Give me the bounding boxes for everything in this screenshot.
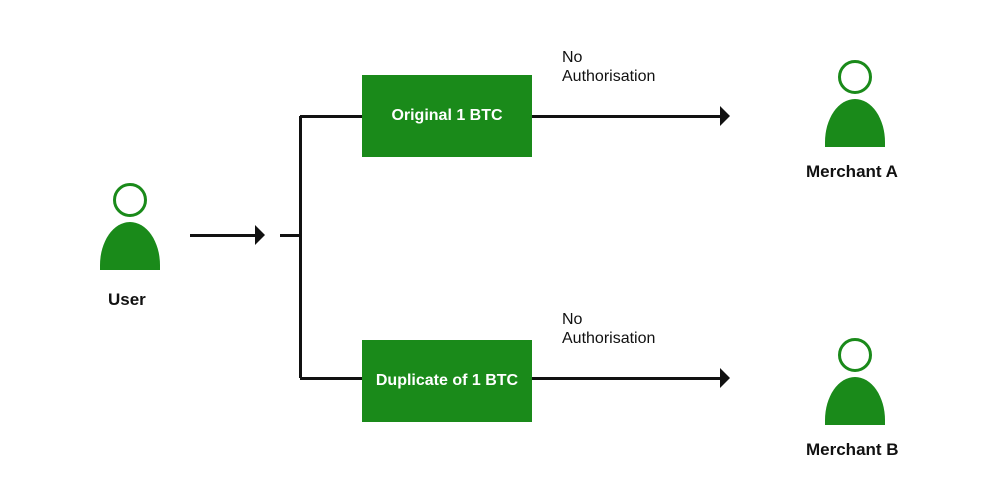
annotation-top: NoAuthorisation xyxy=(562,48,655,86)
split-bottom-arm xyxy=(300,377,362,380)
box-original-btc: Original 1 BTC xyxy=(362,75,532,157)
arrow-user-out-line xyxy=(190,234,255,237)
split-vertical xyxy=(299,116,302,378)
split-stub xyxy=(280,234,300,237)
user-head xyxy=(113,183,147,217)
merchant-b-body xyxy=(825,377,885,425)
arrow-user-out-head xyxy=(255,225,265,245)
arrow-top-head xyxy=(720,106,730,126)
merchant-a-head xyxy=(838,60,872,94)
arrow-bottom-head xyxy=(720,368,730,388)
merchant-b-label: Merchant B xyxy=(806,440,899,460)
arrow-top-line xyxy=(532,115,720,118)
merchant-b-head xyxy=(838,338,872,372)
merchant-a-body xyxy=(825,99,885,147)
user-label: User xyxy=(108,290,146,310)
arrow-bottom-line xyxy=(532,377,720,380)
box-duplicate-btc: Duplicate of 1 BTC xyxy=(362,340,532,422)
box-duplicate-btc-text: Duplicate of 1 BTC xyxy=(376,371,518,392)
user-body xyxy=(100,222,160,270)
annotation-bottom: NoAuthorisation xyxy=(562,310,655,348)
merchant-a-label: Merchant A xyxy=(806,162,898,182)
box-original-btc-text: Original 1 BTC xyxy=(391,106,502,127)
split-top-arm xyxy=(300,115,362,118)
